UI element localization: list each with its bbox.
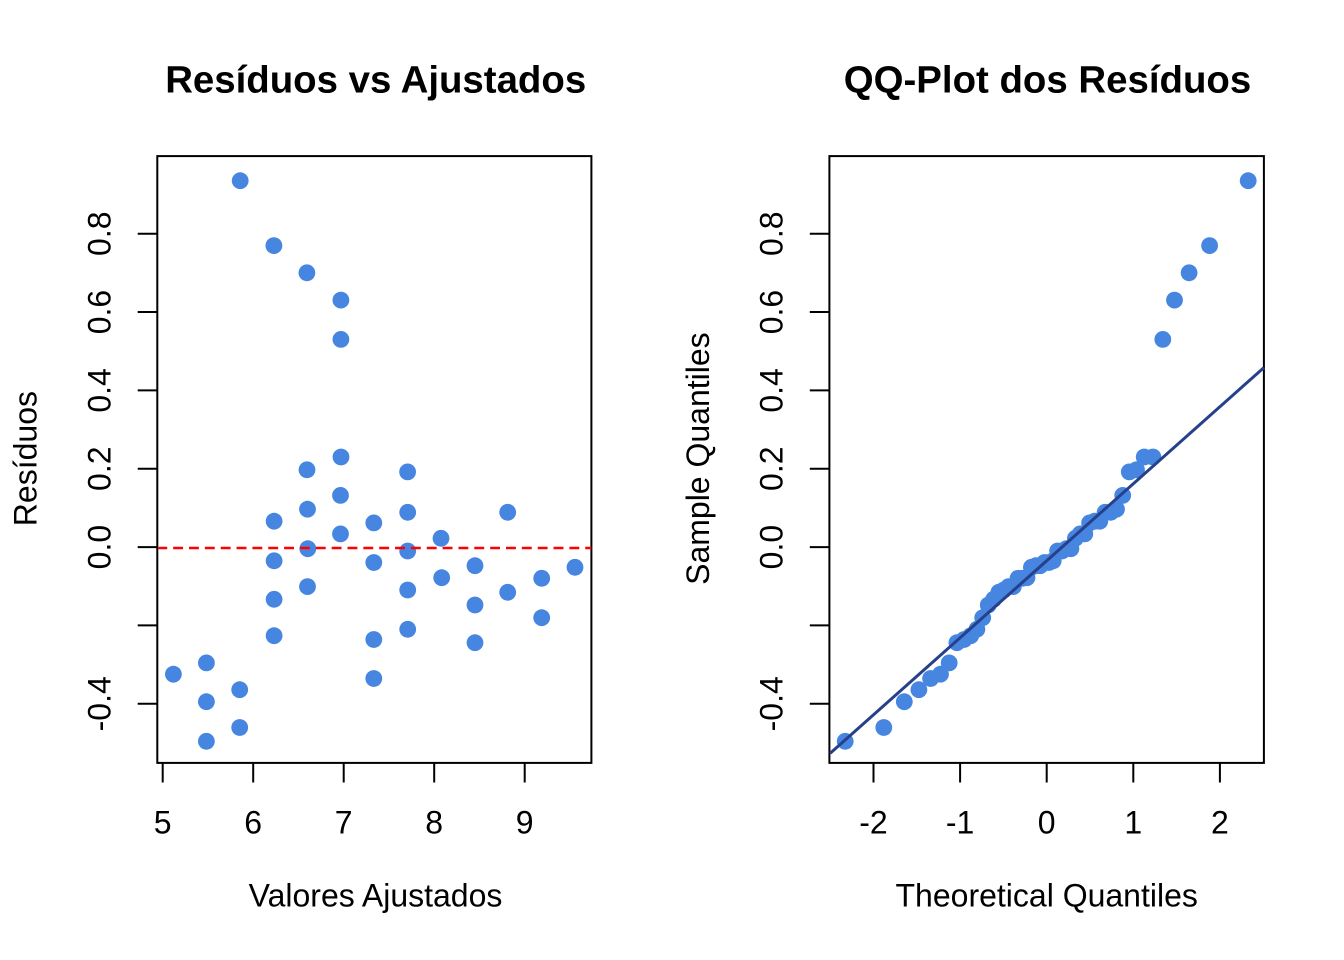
svg-text:2: 2	[1211, 804, 1229, 840]
svg-text:0.0: 0.0	[82, 525, 118, 569]
svg-text:-0.4: -0.4	[82, 676, 118, 731]
svg-text:QQ-Plot dos Resíduos: QQ-Plot dos Resíduos	[844, 58, 1251, 101]
svg-text:Resíduos: Resíduos	[8, 391, 44, 526]
svg-text:-2: -2	[859, 804, 887, 840]
svg-text:Valores Ajustados: Valores Ajustados	[249, 878, 503, 914]
svg-text:-1: -1	[946, 804, 974, 840]
svg-text:0.8: 0.8	[82, 211, 118, 255]
svg-text:0.6: 0.6	[82, 290, 118, 334]
svg-text:Theoretical Quantiles: Theoretical Quantiles	[896, 878, 1198, 914]
svg-text:5: 5	[154, 804, 172, 840]
svg-text:6: 6	[244, 804, 262, 840]
svg-text:7: 7	[335, 804, 353, 840]
svg-text:-0.4: -0.4	[754, 676, 790, 731]
svg-text:Resíduos vs Ajustados: Resíduos vs Ajustados	[165, 58, 586, 101]
svg-text:0.6: 0.6	[754, 290, 790, 334]
svg-text:9: 9	[516, 804, 534, 840]
svg-text:0.4: 0.4	[754, 368, 790, 412]
svg-text:1: 1	[1124, 804, 1142, 840]
svg-text:0.2: 0.2	[82, 446, 118, 490]
svg-text:0.2: 0.2	[754, 446, 790, 490]
svg-text:0.0: 0.0	[754, 525, 790, 569]
svg-text:8: 8	[425, 804, 443, 840]
svg-text:Sample Quantiles: Sample Quantiles	[680, 332, 716, 585]
svg-text:0.8: 0.8	[754, 211, 790, 255]
svg-text:0.4: 0.4	[82, 368, 118, 412]
svg-text:0: 0	[1038, 804, 1056, 840]
